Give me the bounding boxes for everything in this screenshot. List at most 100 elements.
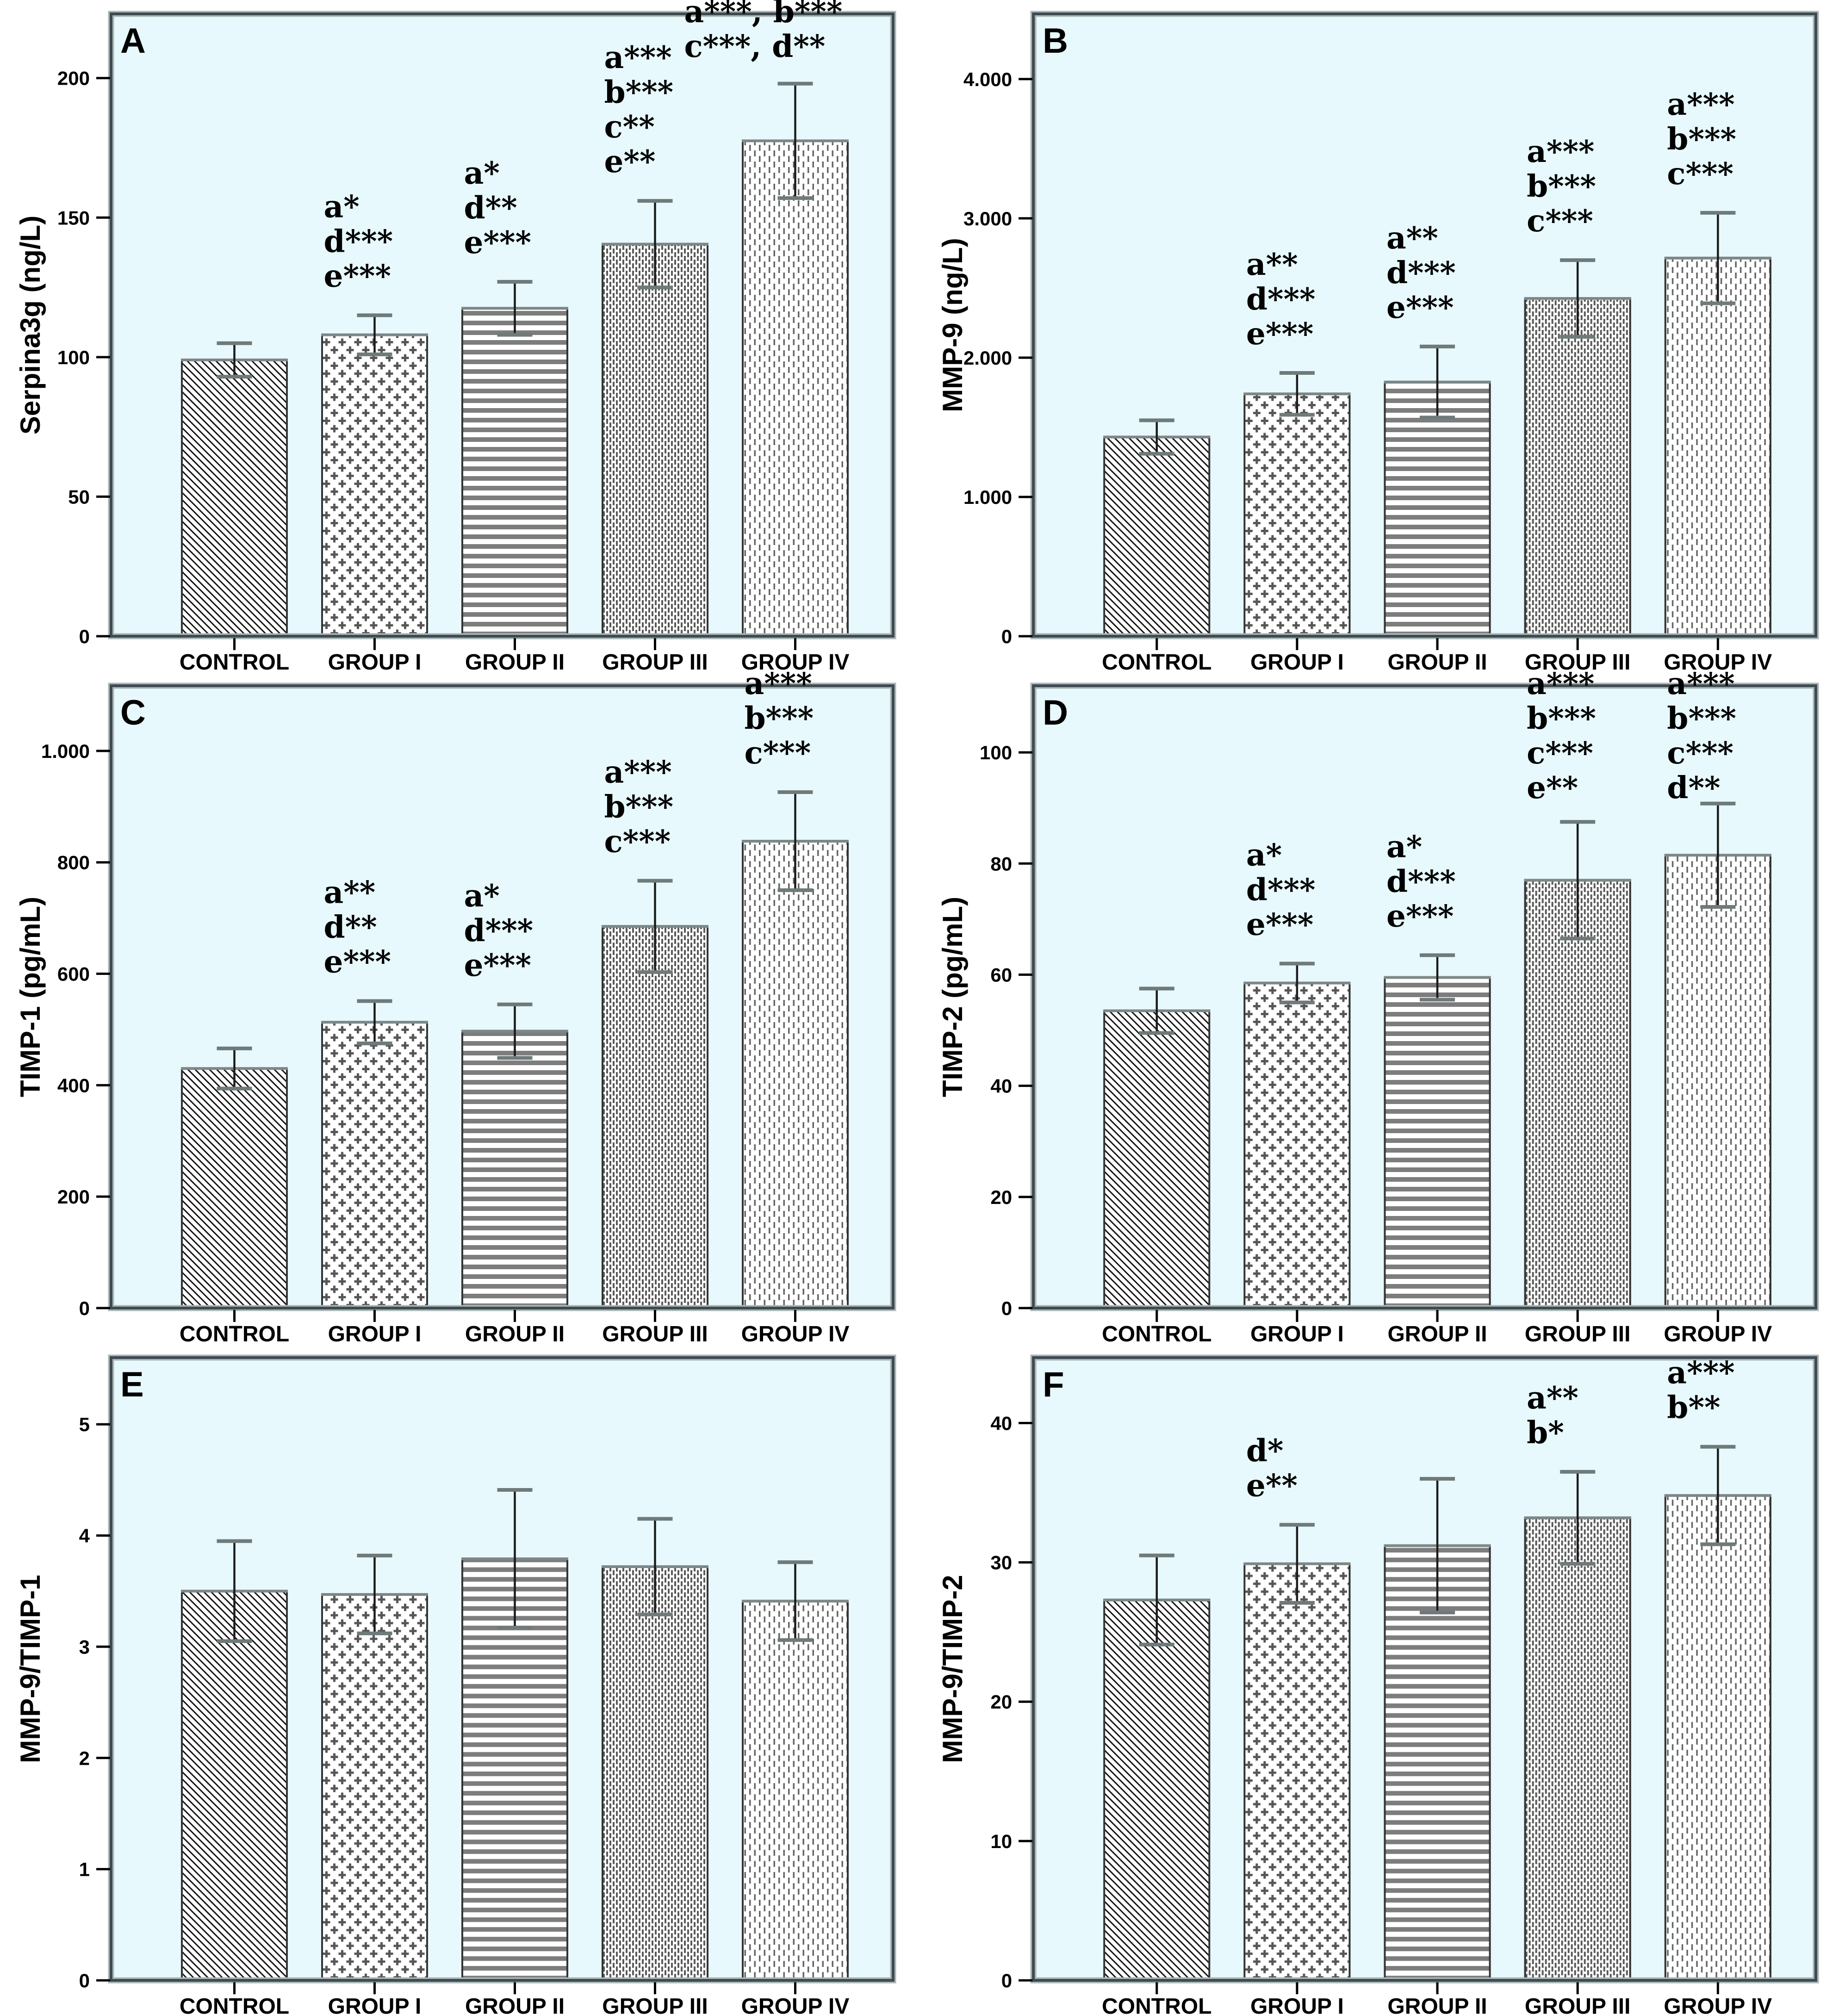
bar-group-group-i: [1243, 961, 1351, 1309]
y-tick-label: 40: [990, 1075, 1012, 1097]
y-tick-label: 200: [57, 68, 90, 89]
significance-annotation: a***: [745, 672, 812, 701]
bar-group-control: [181, 341, 288, 637]
x-category-label: GROUP I: [1250, 1994, 1344, 2016]
significance-annotation: a***: [604, 39, 672, 75]
significance-annotation: a***: [1667, 672, 1734, 701]
significance-annotation: e***: [1386, 898, 1454, 934]
significance-annotation: e***: [464, 224, 532, 261]
y-tick-label: 400: [57, 1074, 90, 1096]
significance-annotation: a*: [464, 155, 500, 191]
y-tick-label: 50: [68, 486, 90, 508]
significance-annotation: e**: [1527, 769, 1578, 806]
significance-annotation: b*: [1527, 1414, 1564, 1451]
bar-group-group-iii: [602, 879, 708, 1309]
x-category-label: CONTROL: [180, 1994, 289, 2016]
significance-annotation: c***: [1667, 735, 1733, 771]
significance-annotation: a**: [324, 875, 376, 911]
y-axis-title: TIMP-2 (pg/mL): [937, 897, 968, 1097]
significance-annotation: a**: [1246, 246, 1298, 282]
panel-d: 0 20 40 60 80 100 CONTROL GROUP I GROUP II GROUP …: [922, 672, 1845, 1344]
y-axis-title: TIMP-1 (pg/mL): [15, 897, 46, 1097]
significance-annotation: b***: [1527, 168, 1596, 204]
y-tick-label: 100: [980, 742, 1012, 763]
y-tick-label: 3.000: [963, 208, 1012, 230]
bar-pattern-diagonal-hatch: [182, 360, 287, 636]
y-tick-label: 0: [1001, 1297, 1012, 1319]
panel-b-chart: 0 1.000 2.000 3.000 4.000 CONTROL GROUP I GROUP…: [937, 11, 1819, 672]
panel-letter: C: [120, 693, 146, 732]
plot-frame: [1032, 684, 1817, 1309]
x-category-label: CONTROL: [1102, 650, 1211, 672]
y-tick-label: 3: [79, 1636, 90, 1658]
bar-group-group-ii: [461, 1002, 568, 1309]
significance-annotation: d*: [1246, 1433, 1284, 1469]
bar-pattern-sparse-vertical-dashes: [1665, 258, 1770, 636]
significance-annotation: e***: [324, 944, 391, 980]
y-tick-label: 2: [79, 1747, 90, 1769]
y-axis-title: MMP-9/TIMP-2: [937, 1575, 968, 1763]
bar-group-group-ii: [461, 1488, 568, 1981]
y-axis-title: MMP-9 (ng/L): [937, 238, 968, 412]
significance-annotation: d***: [1246, 281, 1316, 317]
x-category-label: GROUP IV: [741, 1322, 850, 1344]
x-category-label: GROUP II: [1387, 1994, 1487, 2016]
bar-group-group-ii: [461, 280, 568, 637]
y-tick-label: 30: [990, 1552, 1012, 1574]
panel-a-chart: 0 50 100 150 200 CONTROL GROUP I GROUP II GROUP …: [15, 0, 896, 672]
panel-letter: D: [1043, 693, 1068, 732]
significance-annotation: c**: [604, 109, 655, 145]
bar-pattern-plus-cross: [1244, 1563, 1350, 1980]
bar-group-group-iii: [602, 199, 708, 637]
significance-annotation: c***: [1667, 155, 1733, 192]
y-tick-label: 80: [990, 853, 1012, 875]
plot-frame: [110, 1356, 895, 1982]
bar-pattern-plus-cross: [322, 335, 427, 636]
bar-pattern-dense-vertical-dashes: [1525, 1518, 1630, 1980]
bar-group-group-i: [321, 999, 428, 1309]
x-category-label: CONTROL: [1102, 1322, 1211, 1344]
significance-annotation: e***: [1386, 289, 1454, 325]
significance-annotation: a*: [464, 878, 500, 914]
plot-frame: [110, 684, 895, 1309]
bar-pattern-dense-vertical-dashes: [603, 244, 708, 636]
bar-pattern-diagonal-hatch: [1104, 437, 1210, 636]
bar-pattern-diagonal-hatch: [1104, 1011, 1210, 1308]
bar-group-group-ii: [1384, 1476, 1491, 1981]
bar-group-group-iv: [742, 790, 849, 1309]
y-tick-label: 1: [79, 1859, 90, 1880]
bar-pattern-sparse-vertical-dashes: [743, 1601, 848, 1980]
bar-group-group-iii: [602, 1517, 708, 1981]
significance-annotation: b***: [1527, 700, 1596, 736]
significance-annotation: b***: [1667, 700, 1736, 736]
significance-annotation: d**: [1667, 769, 1720, 806]
significance-annotation: e***: [464, 947, 532, 983]
bar-pattern-dense-vertical-dashes: [603, 926, 708, 1308]
x-category-label: GROUP III: [602, 1322, 708, 1344]
bar-pattern-plus-cross: [322, 1022, 427, 1308]
x-category-label: GROUP II: [1387, 650, 1487, 672]
bar-group-group-ii: [1384, 953, 1491, 1309]
y-tick-label: 100: [57, 347, 90, 368]
significance-annotation: e**: [1246, 1467, 1298, 1503]
x-category-label: GROUP I: [328, 650, 422, 672]
y-tick-label: 800: [57, 852, 90, 874]
y-tick-label: 20: [990, 1691, 1012, 1713]
y-tick-label: 20: [990, 1186, 1012, 1208]
panel-letter: F: [1043, 1365, 1064, 1404]
y-tick-label: 4.000: [963, 68, 1012, 90]
y-tick-label: 150: [57, 207, 90, 229]
x-category-label: GROUP II: [1387, 1322, 1487, 1344]
significance-annotation: d***: [464, 912, 534, 949]
significance-annotation: c***: [604, 823, 671, 859]
significance-annotation: a***: [1667, 1355, 1734, 1391]
y-axis-title: Serpina3g (ng/L): [15, 216, 46, 434]
panel-letter: E: [120, 1365, 144, 1404]
y-tick-label: 2.000: [963, 347, 1012, 369]
bar-pattern-diagonal-hatch: [182, 1591, 287, 1980]
panel-a: 0 50 100 150 200 CONTROL GROUP I GROUP II GROUP …: [0, 0, 922, 672]
bar-pattern-plus-cross: [1244, 983, 1350, 1308]
panel-f: 0 10 20 30 40 CONTROL GROUP I GROUP II GROUP III…: [922, 1344, 1845, 2016]
panel-c: 0 200 400 600 800 1.000 CONTROL GROUP I GROUP II…: [0, 672, 922, 1344]
